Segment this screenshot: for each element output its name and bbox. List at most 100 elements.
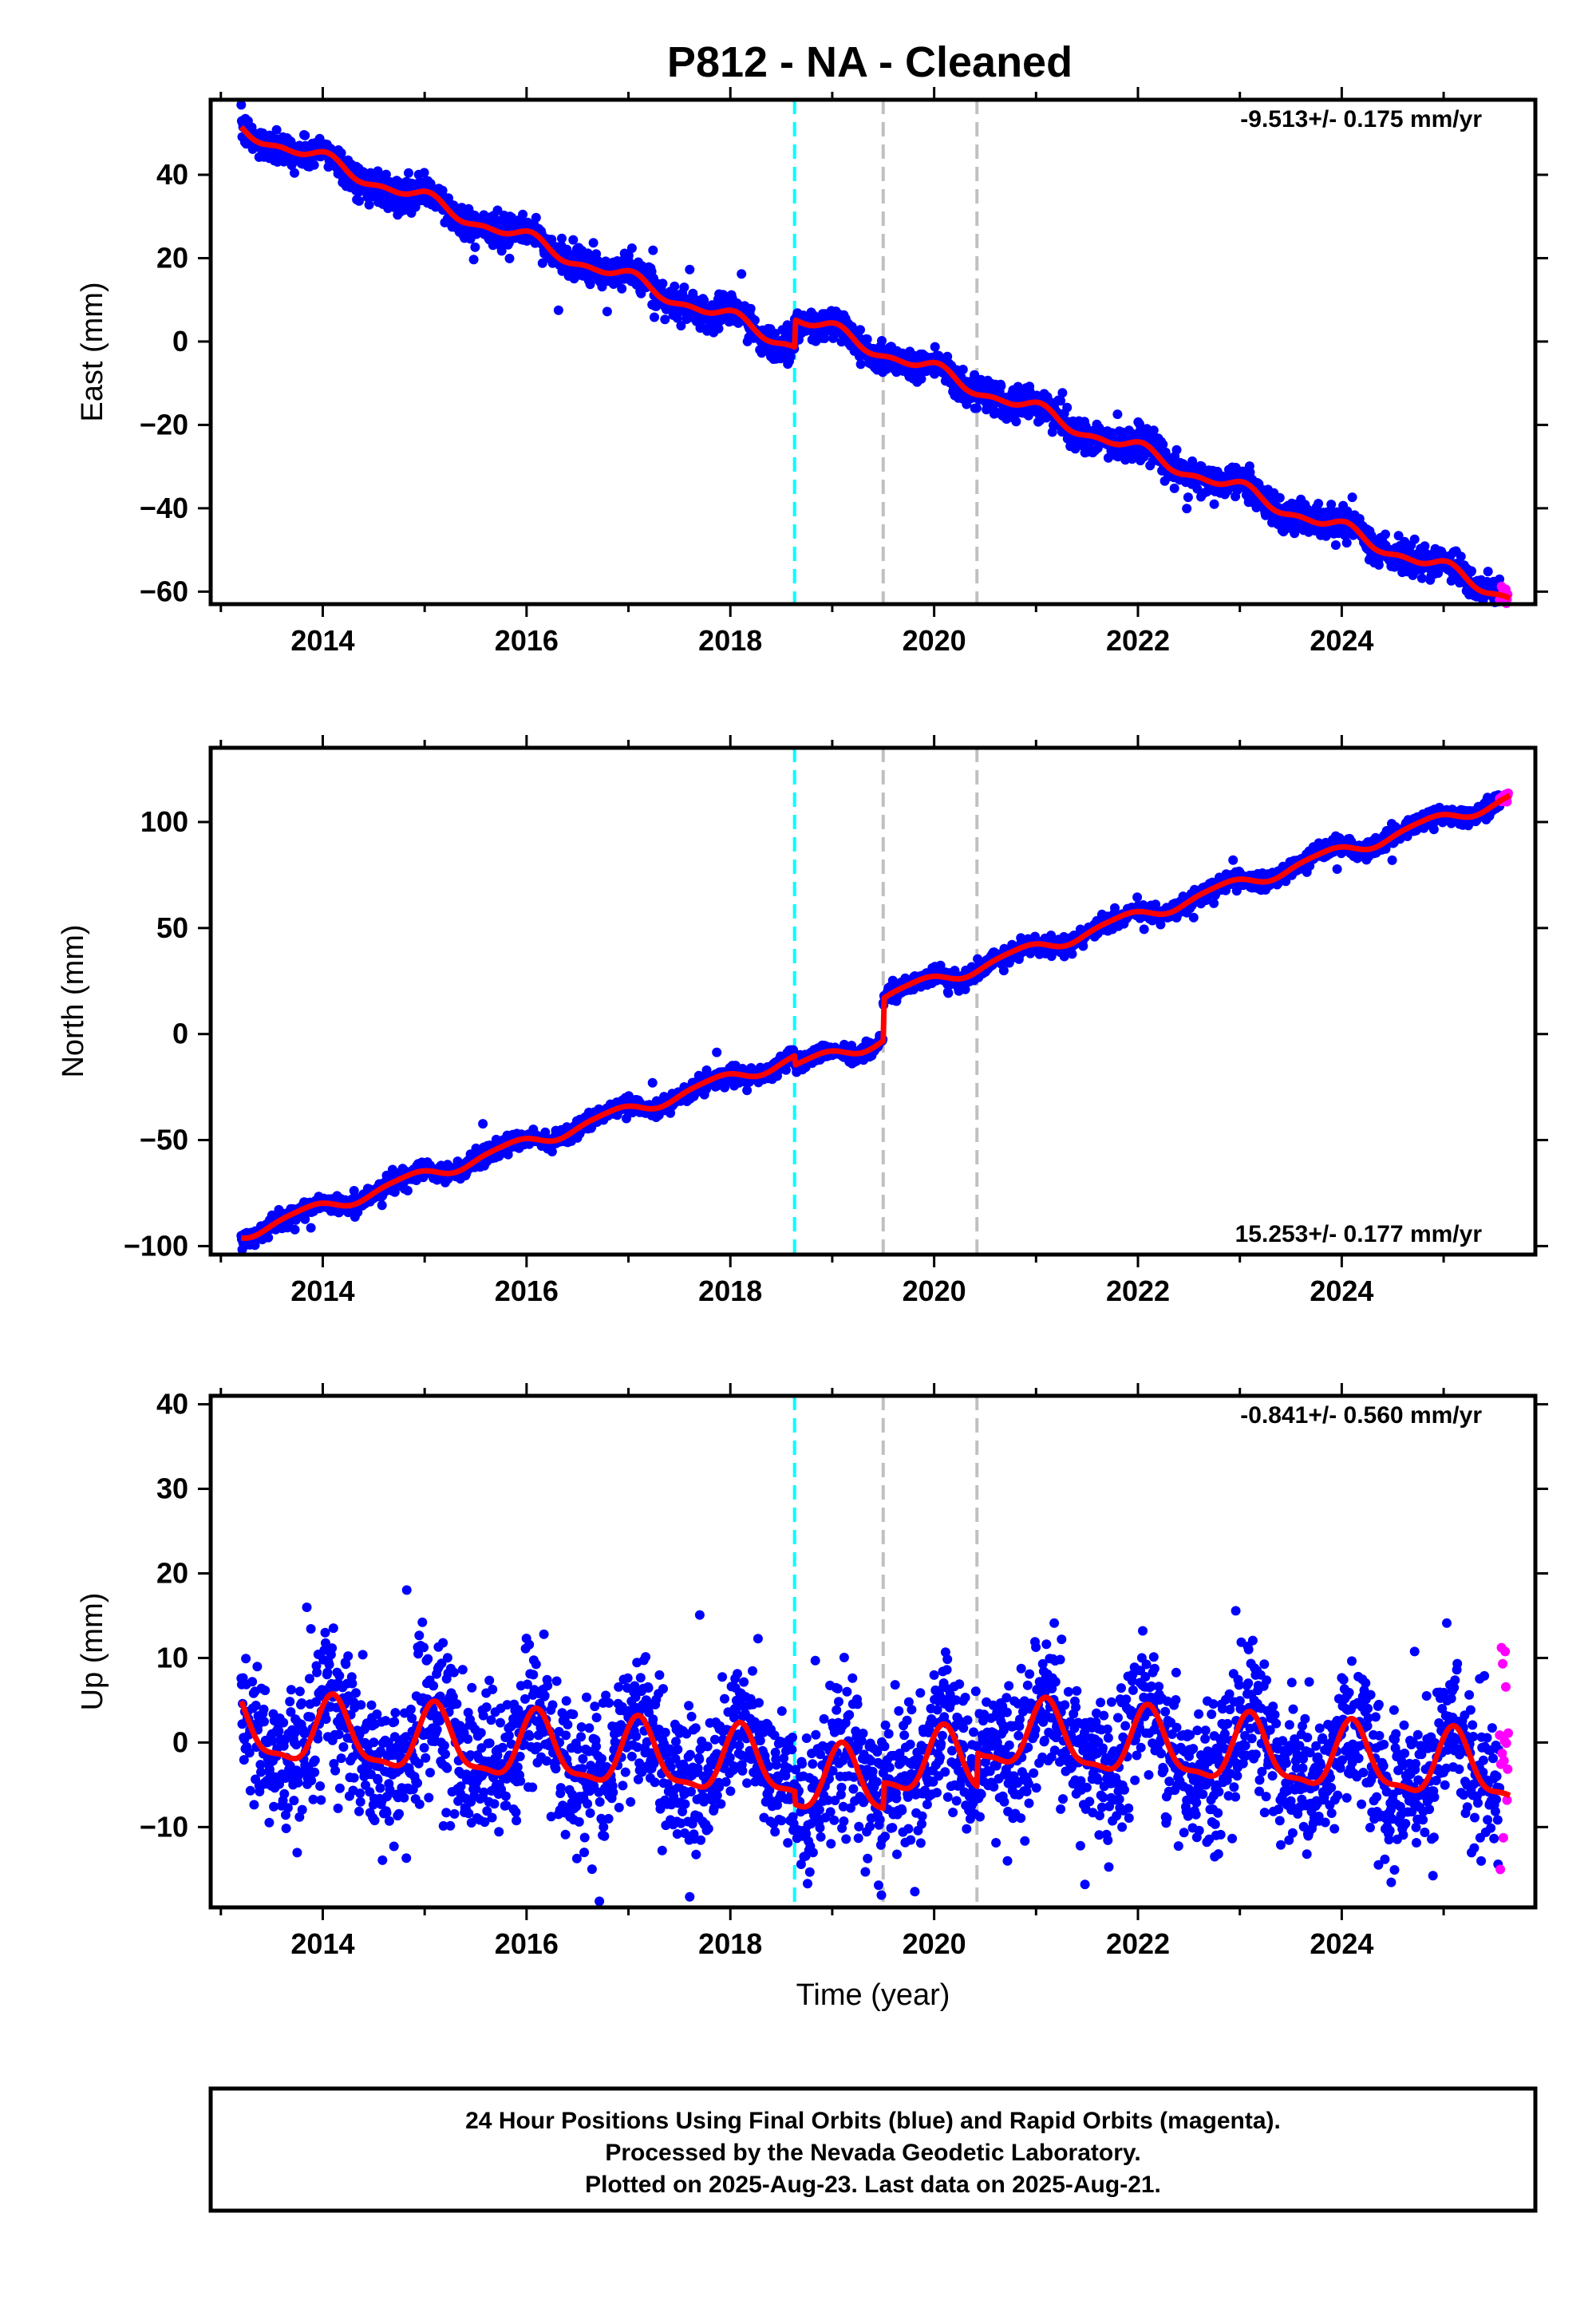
final-orbit-point (996, 381, 1006, 391)
final-orbit-point (998, 966, 1009, 976)
north-panel: 2014 2016 2018 2020 2022 2024−100−50050100Nor… (57, 735, 1548, 1307)
final-orbit-point (958, 365, 968, 374)
final-orbit-point (623, 251, 634, 261)
x-tick-label: 2024 (1310, 624, 1373, 657)
final-orbit-point (568, 235, 579, 245)
final-orbit-point (364, 200, 374, 210)
final-orbit-point (1341, 538, 1352, 548)
final-orbit-point (1209, 499, 1219, 509)
final-orbit-point (820, 334, 830, 343)
final-orbit-point (1011, 417, 1021, 427)
final-orbit-points (236, 790, 1505, 1255)
final-orbit-point (685, 264, 695, 275)
final-orbit-point (1409, 534, 1420, 544)
final-orbit-point (1132, 892, 1143, 903)
final-orbit-point (617, 283, 627, 294)
final-orbit-point (877, 336, 887, 346)
chart-title: P812 - NA - Cleaned (667, 38, 1073, 86)
final-orbit-point (972, 403, 982, 413)
east-panel: 2014 2016 2018 2020 2022 2024−60−40−2002040Ea… (76, 87, 1548, 657)
velocity-rate-label: -9.513+/- 0.175 mm/yr (1240, 106, 1482, 132)
final-orbit-point (1483, 567, 1493, 577)
final-orbit-point (1169, 483, 1179, 493)
final-orbit-point (496, 246, 507, 256)
y-tick-label: −40 (140, 492, 188, 524)
final-orbit-point (588, 238, 598, 248)
final-orbit-point (377, 1200, 387, 1211)
final-orbit-point (518, 209, 528, 219)
final-orbit-point (699, 295, 709, 306)
final-orbit-point (1330, 540, 1341, 550)
final-orbit-point (336, 148, 346, 158)
final-orbit-point (557, 233, 567, 243)
y-tick-label: −60 (140, 575, 188, 607)
y-tick-label: 40 (156, 158, 188, 191)
final-orbit-point (1467, 566, 1476, 576)
final-orbit-point (602, 306, 612, 317)
final-orbit-point (1139, 924, 1149, 935)
final-orbit-point (1078, 941, 1088, 951)
final-orbit-point (785, 351, 796, 362)
final-orbit-point (419, 168, 429, 178)
final-orbit-point (1209, 898, 1219, 908)
final-orbit-point (1228, 855, 1238, 865)
final-orbit-point (1373, 559, 1384, 570)
x-tick-label: 2016 (495, 624, 559, 657)
final-orbit-point (478, 1119, 488, 1129)
final-orbit-point (1182, 504, 1192, 514)
final-orbit-point (1456, 551, 1466, 562)
final-orbit-point (770, 328, 780, 338)
final-orbit-point (745, 303, 756, 314)
final-orbit-point (300, 130, 310, 140)
final-orbit-point (290, 168, 299, 178)
final-orbit-point (236, 100, 247, 110)
final-orbit-point (713, 323, 724, 334)
final-orbit-point (1188, 912, 1199, 923)
final-orbit-point (676, 321, 686, 331)
final-orbit-point (660, 314, 670, 325)
final-orbit-point (381, 169, 391, 180)
final-orbit-point (1274, 492, 1285, 503)
final-orbit-point (647, 1077, 658, 1088)
final-orbit-point (670, 281, 680, 291)
final-orbit-point (553, 305, 563, 315)
x-tick-label: 2018 (698, 624, 762, 657)
final-orbit-point (855, 325, 865, 335)
final-orbit-point (658, 279, 668, 289)
final-orbit-point (943, 988, 954, 998)
y-tick-label: 20 (156, 241, 188, 274)
final-orbit-point (309, 160, 319, 170)
final-orbit-point (862, 334, 872, 344)
final-orbit-point (306, 1223, 316, 1233)
final-orbit-point (1112, 409, 1123, 420)
final-orbit-point (930, 342, 940, 352)
y-axis-label: East (mm) (76, 282, 109, 421)
final-orbit-point (404, 168, 413, 178)
final-orbit-point (648, 245, 658, 255)
final-orbit-point (402, 1185, 413, 1196)
final-orbit-point (749, 315, 760, 326)
final-orbit-point (1183, 492, 1193, 503)
final-orbit-point (712, 1047, 722, 1057)
final-orbit-point (742, 1085, 753, 1096)
y-tick-label: −20 (140, 408, 188, 441)
final-orbit-point (468, 255, 479, 265)
final-orbit-point (585, 279, 595, 290)
x-tick-label: 2022 (1106, 624, 1170, 657)
final-orbit-point (737, 269, 747, 279)
final-orbit-point (470, 242, 480, 252)
final-orbit-point (626, 243, 637, 253)
final-orbit-point (271, 124, 282, 135)
final-orbit-point (672, 313, 682, 323)
final-orbit-point (504, 253, 515, 263)
final-orbit-point (354, 196, 364, 206)
final-orbit-point (1057, 388, 1068, 398)
final-orbit-point (1416, 573, 1427, 583)
final-orbit-point (290, 1224, 300, 1235)
final-orbit-point (492, 205, 503, 215)
final-orbit-point (1381, 529, 1390, 539)
x-tick-label: 2020 (903, 624, 966, 657)
final-orbit-point (1171, 445, 1182, 455)
final-orbit-point (1314, 499, 1324, 508)
